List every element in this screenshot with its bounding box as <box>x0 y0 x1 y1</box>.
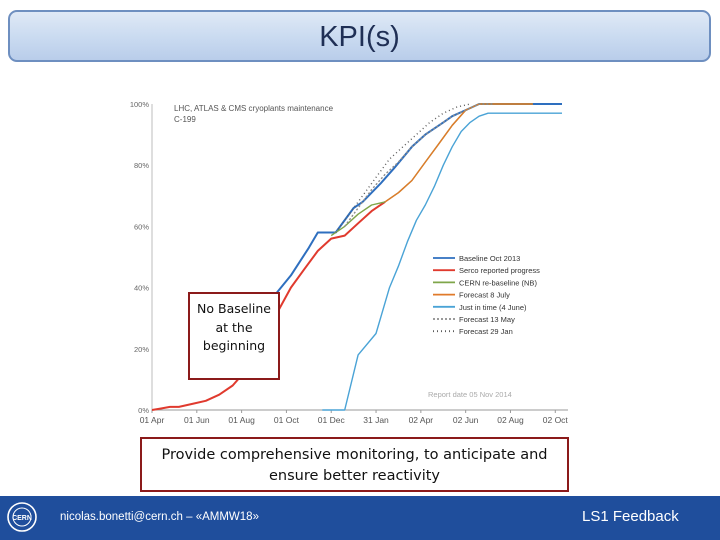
x-tick-label: 02 Jun <box>453 415 479 425</box>
x-tick-label: 01 Oct <box>274 415 300 425</box>
x-tick-label: 31 Jan <box>363 415 389 425</box>
summary-callout: Provide comprehensive monitoring, to ant… <box>140 437 569 492</box>
x-tick-label: 02 Aug <box>497 415 524 425</box>
legend-label: Forecast 13 May <box>459 315 515 324</box>
series-line-6 <box>344 103 493 227</box>
x-tick-label: 02 Oct <box>543 415 568 425</box>
legend-label: Forecast 29 Jan <box>459 327 513 336</box>
footer-author: nicolas.bonetti@cern.ch – «AMMW18» <box>60 511 259 523</box>
x-tick-label: 01 Jun <box>184 415 210 425</box>
chart-svg: 0% 20% 40% 60% 80% 100% 01 Apr 01 Jun 01 Aug 01 O… <box>130 100 568 425</box>
svg-text:CERN: CERN <box>12 515 32 522</box>
y-tick-label: 100% <box>130 100 150 109</box>
legend-label: Just in time (4 June) <box>459 303 527 312</box>
legend-label: Forecast 8 July <box>459 291 510 300</box>
title-bar: KPI(s) <box>8 10 711 62</box>
legend-label: CERN re-baseline (NB) <box>459 278 537 287</box>
cern-logo-icon: CERN <box>7 502 37 532</box>
x-tick-label: 01 Apr <box>140 415 165 425</box>
x-tick-label: 01 Dec <box>318 415 346 425</box>
slide-title: KPI(s) <box>319 21 400 53</box>
series-line-7 <box>335 103 471 233</box>
chart-footnote: Report date 05 Nov 2014 <box>428 390 512 399</box>
series-line-3 <box>330 103 533 237</box>
footer-section-label: LS1 Feedback <box>582 508 679 525</box>
y-tick-label: 60% <box>134 222 149 231</box>
y-tick-label: 20% <box>134 345 149 354</box>
y-tick-label: 0% <box>138 406 149 415</box>
legend-label: Serco reported progress <box>459 266 540 275</box>
y-tick-label: 80% <box>134 161 149 170</box>
x-tick-label: 01 Aug <box>228 415 255 425</box>
legend-label: Baseline Oct 2013 <box>459 254 520 263</box>
y-tick-label: 40% <box>134 284 149 293</box>
kpi-chart: 0% 20% 40% 60% 80% 100% 01 Apr 01 Jun 01 Aug 01 O… <box>118 90 568 436</box>
baseline-callout: No Baseline at the beginning <box>188 292 280 380</box>
chart-title: LHC, ATLAS & CMS cryoplants maintenance C… <box>174 104 334 124</box>
x-tick-label: 02 Apr <box>409 415 434 425</box>
footer-bar: CERN nicolas.bonetti@cern.ch – «AMMW18» … <box>0 496 720 540</box>
series-line-4 <box>384 103 533 203</box>
series-line-5 <box>322 112 562 411</box>
